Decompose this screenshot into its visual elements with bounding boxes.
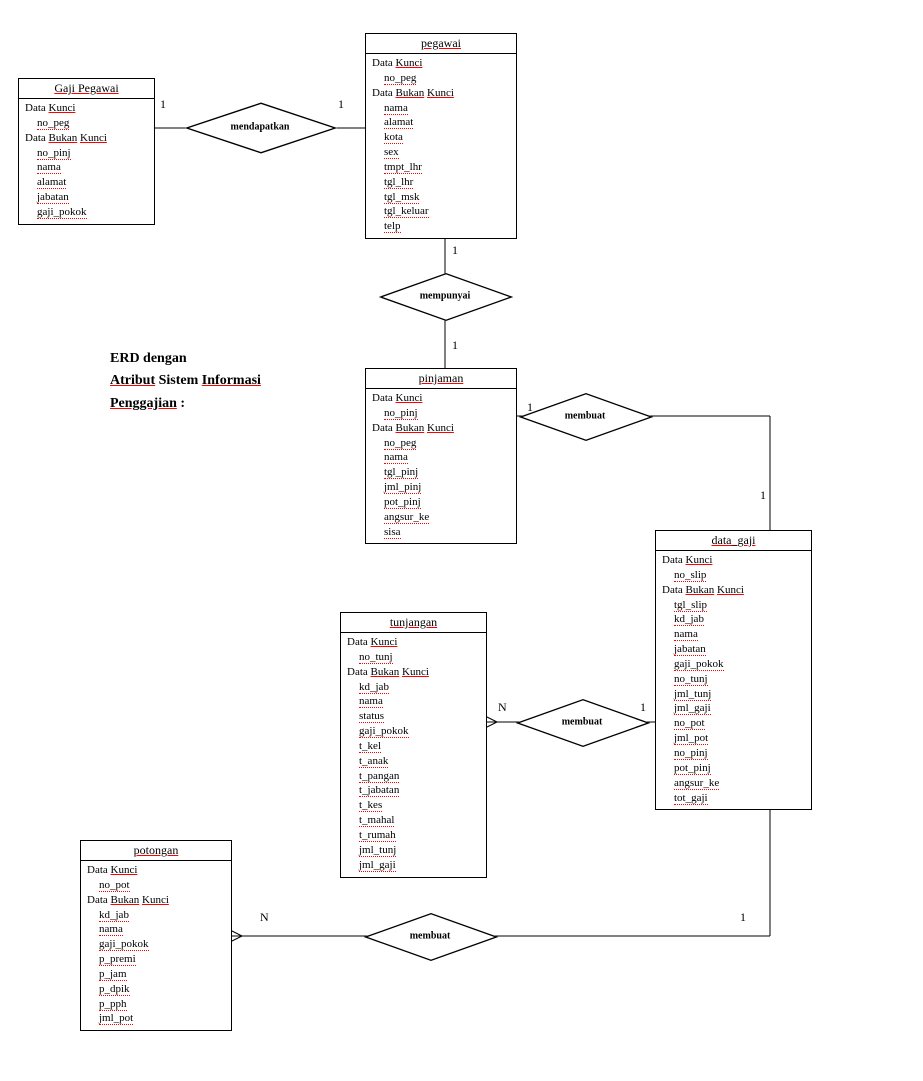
entity-title: pinjaman [366, 369, 516, 389]
entity-body: Data Kuncino_tunjData Bukan Kuncikd_jabn… [341, 633, 486, 877]
entity-title: pegawai [366, 34, 516, 54]
cardinality-label: 1 [760, 488, 766, 503]
entity-pinjaman: pinjamanData Kuncino_pinjData Bukan Kunc… [365, 368, 517, 544]
rel-mendapatkan: mendapatkan [200, 110, 320, 144]
entity-gaji_pegawai: Gaji PegawaiData Kuncino_pegData Bukan K… [18, 78, 155, 225]
cardinality-label: 1 [338, 97, 344, 112]
cardinality-label: N [498, 700, 507, 715]
entity-title: tunjangan [341, 613, 486, 633]
entity-tunjangan: tunjanganData Kuncino_tunjData Bukan Kun… [340, 612, 487, 878]
entity-pegawai: pegawaiData Kuncino_pegData Bukan Kuncin… [365, 33, 517, 239]
cardinality-label: 1 [740, 910, 746, 925]
entity-body: Data Kuncino_pegData Bukan Kuncinamaalam… [366, 54, 516, 238]
cardinality-label: 1 [160, 97, 166, 112]
entity-body: Data Kuncino_pinjData Bukan Kuncino_pegn… [366, 389, 516, 543]
entity-title: Gaji Pegawai [19, 79, 154, 99]
cardinality-label: 1 [640, 700, 646, 715]
cardinality-label: 1 [452, 338, 458, 353]
rel-membuat-2: membuat [532, 706, 632, 738]
cardinality-label: N [260, 910, 269, 925]
cardinality-label: 1 [527, 400, 533, 415]
entity-title: data_gaji [656, 531, 811, 551]
entity-title: potongan [81, 841, 231, 861]
rel-mempunyai: mempunyai [395, 280, 495, 312]
rel-membuat-3: membuat [380, 920, 480, 952]
entity-body: Data Kuncino_pegData Bukan Kuncino_pinjn… [19, 99, 154, 224]
entity-body: Data Kuncino_slipData Bukan Kuncitgl_sli… [656, 551, 811, 809]
entity-data_gaji: data_gajiData Kuncino_slipData Bukan Kun… [655, 530, 812, 810]
entity-body: Data Kuncino_potData Bukan Kuncikd_jabna… [81, 861, 231, 1030]
entity-potongan: potonganData Kuncino_potData Bukan Kunci… [80, 840, 232, 1031]
diagram-title: ERD dengan Atribut Sistem Informasi Peng… [110, 348, 261, 415]
rel-membuat-1: membuat [535, 400, 635, 432]
cardinality-label: 1 [452, 243, 458, 258]
